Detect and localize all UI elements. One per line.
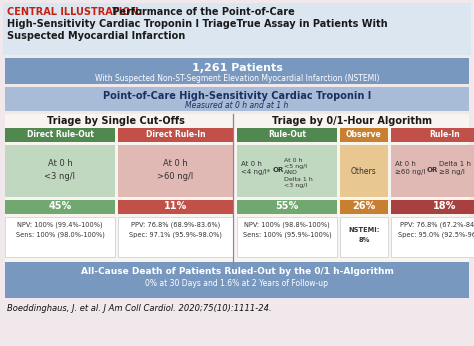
Bar — [5, 217, 115, 257]
Text: PPV: 76.8% (68.9%-83.6%)
Spec: 97.1% (95.9%-98.0%): PPV: 76.8% (68.9%-83.6%) Spec: 97.1% (95… — [129, 222, 222, 237]
Text: OR: OR — [427, 167, 438, 173]
Text: 55%: 55% — [275, 201, 299, 211]
Text: NPV: 100% (99.4%-100%)
Sens: 100% (98.0%-100%): NPV: 100% (99.4%-100%) Sens: 100% (98.0%… — [16, 222, 104, 237]
Bar — [340, 217, 388, 257]
Bar — [118, 200, 233, 214]
Text: 11%: 11% — [164, 201, 187, 211]
Bar — [340, 200, 388, 214]
Text: Delta 1 h
≥8 ng/l: Delta 1 h ≥8 ng/l — [439, 161, 471, 175]
Text: Rule-In: Rule-In — [429, 130, 460, 139]
Text: Point-of-Care High-Sensitivity Cardiac Troponin I: Point-of-Care High-Sensitivity Cardiac T… — [103, 91, 371, 101]
Text: Suspected Myocardial Infarction: Suspected Myocardial Infarction — [7, 31, 185, 41]
Bar — [3, 3, 471, 55]
Text: 26%: 26% — [352, 201, 375, 211]
Text: NSTEMI:: NSTEMI: — [348, 227, 380, 233]
Text: At 0 h
<4 ng/l*: At 0 h <4 ng/l* — [241, 161, 270, 175]
Bar — [237, 145, 337, 197]
Bar — [237, 200, 337, 214]
Text: 1,261 Patients: 1,261 Patients — [191, 63, 283, 73]
Text: At 0 h
≥60 ng/l: At 0 h ≥60 ng/l — [395, 161, 425, 175]
Text: 18%: 18% — [433, 201, 456, 211]
Bar — [391, 128, 474, 142]
Bar — [5, 200, 115, 214]
Text: Measured at 0 h and at 1 h: Measured at 0 h and at 1 h — [185, 101, 289, 110]
Bar — [118, 145, 233, 197]
Bar — [5, 145, 115, 197]
Bar — [118, 128, 233, 142]
Bar — [5, 262, 469, 298]
Bar — [5, 128, 115, 142]
Text: 0% at 30 Days and 1.6% at 2 Years of Follow-up: 0% at 30 Days and 1.6% at 2 Years of Fol… — [146, 279, 328, 288]
Bar — [118, 217, 233, 257]
Text: Triage by 0/1-Hour Algorithm: Triage by 0/1-Hour Algorithm — [272, 116, 432, 126]
Bar — [391, 200, 474, 214]
Text: Boeddinghaus, J. et al. J Am Coll Cardiol. 2020;75(10):1111-24.: Boeddinghaus, J. et al. J Am Coll Cardio… — [7, 304, 272, 313]
Text: Performance of the Point-of-Care: Performance of the Point-of-Care — [109, 7, 295, 17]
Text: NPV: 100% (98.8%-100%)
Sens: 100% (95.9%-100%): NPV: 100% (98.8%-100%) Sens: 100% (95.9%… — [243, 222, 331, 237]
Bar — [5, 58, 469, 84]
Text: At 0 h
<3 ng/l: At 0 h <3 ng/l — [45, 159, 75, 181]
Bar — [237, 217, 337, 257]
Bar — [391, 217, 474, 257]
Text: With Suspected Non-ST-Segment Elevation Myocardial Infarction (NSTEMI): With Suspected Non-ST-Segment Elevation … — [95, 74, 379, 83]
Text: Others: Others — [351, 167, 377, 176]
Bar — [5, 114, 232, 284]
Text: Triage by Single Cut-Offs: Triage by Single Cut-Offs — [47, 116, 185, 126]
Text: Direct Rule-In: Direct Rule-In — [146, 130, 205, 139]
Text: CENTRAL ILLUSTRATION:: CENTRAL ILLUSTRATION: — [7, 7, 143, 17]
Text: OR: OR — [273, 167, 284, 173]
Bar — [340, 128, 388, 142]
Text: PPV: 76.8% (67.2%-84.7%)
Spec: 95.0% (92.5%-96.8%): PPV: 76.8% (67.2%-84.7%) Spec: 95.0% (92… — [398, 222, 474, 237]
Text: 45%: 45% — [48, 201, 72, 211]
Text: At 0 h
<5 ng/l
AND
Delta 1 h
<3 ng/l: At 0 h <5 ng/l AND Delta 1 h <3 ng/l — [284, 158, 313, 188]
Text: All-Cause Death of Patients Ruled-Out by the 0/1 h-Algorithm: All-Cause Death of Patients Ruled-Out by… — [81, 267, 393, 276]
Bar — [340, 145, 388, 197]
Text: Rule-Out: Rule-Out — [268, 130, 306, 139]
Bar — [237, 128, 337, 142]
Text: Direct Rule-Out: Direct Rule-Out — [27, 130, 93, 139]
Text: 8%: 8% — [358, 237, 370, 243]
Text: High-Sensitivity Cardiac Troponin I TriageTrue Assay in Patients With: High-Sensitivity Cardiac Troponin I Tria… — [7, 19, 388, 29]
Text: At 0 h
>60 ng/l: At 0 h >60 ng/l — [157, 159, 193, 181]
Bar — [5, 87, 469, 111]
Bar — [235, 114, 469, 284]
Bar — [391, 145, 474, 197]
Text: Observe: Observe — [346, 130, 382, 139]
